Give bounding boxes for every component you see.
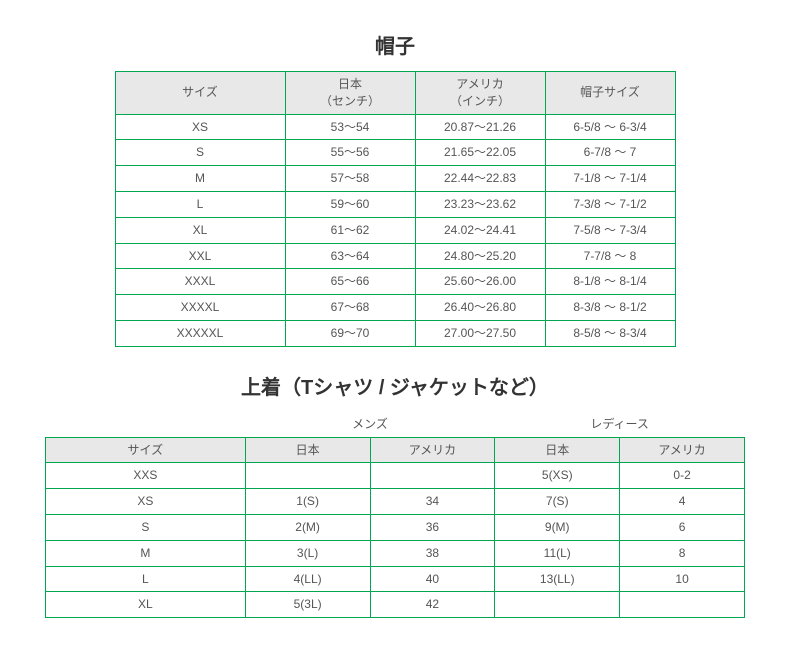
hat-col-size: サイズ bbox=[115, 72, 285, 115]
hat-row: M57～5822.44～22.837-1/8 ～ 7-1/4 bbox=[115, 166, 675, 192]
tops-header-row: サイズ 日本 アメリカ 日本 アメリカ bbox=[46, 437, 745, 463]
hat-col-hatsize: 帽子サイズ bbox=[545, 72, 675, 115]
tops-cell bbox=[245, 463, 370, 489]
hat-row: XL61～6224.02～24.417-5/8 ～ 7-3/4 bbox=[115, 217, 675, 243]
tops-cell bbox=[370, 463, 495, 489]
tops-group-row: メンズ レディース bbox=[46, 412, 745, 437]
hat-cell: L bbox=[115, 191, 285, 217]
hat-cell: 8-1/8 ～ 8-1/4 bbox=[545, 269, 675, 295]
tops-cell: 34 bbox=[370, 489, 495, 515]
tops-size-table: メンズ レディース サイズ 日本 アメリカ 日本 アメリカ XXS 5(XS)0-… bbox=[45, 412, 745, 618]
tops-cell: XL bbox=[46, 592, 246, 618]
hat-cell: XXXXXL bbox=[115, 320, 285, 346]
tops-cell: 7(S) bbox=[495, 489, 620, 515]
hat-cell: 22.44～22.83 bbox=[415, 166, 545, 192]
tops-col-ladies-us: アメリカ bbox=[620, 437, 745, 463]
tops-group-mens: メンズ bbox=[245, 412, 495, 437]
tops-col-size: サイズ bbox=[46, 437, 246, 463]
tops-row: S2(M)369(M)6 bbox=[46, 514, 745, 540]
hat-cell: 7-3/8 ～ 7-1/2 bbox=[545, 191, 675, 217]
hat-cell: 67～68 bbox=[285, 295, 415, 321]
tops-cell: S bbox=[46, 514, 246, 540]
hat-cell: 24.80～25.20 bbox=[415, 243, 545, 269]
tops-cell: XS bbox=[46, 489, 246, 515]
hat-cell: 20.87～21.26 bbox=[415, 114, 545, 140]
hat-cell: XS bbox=[115, 114, 285, 140]
tops-cell: 5(3L) bbox=[245, 592, 370, 618]
tops-cell: 2(M) bbox=[245, 514, 370, 540]
tops-row: XS1(S)347(S)4 bbox=[46, 489, 745, 515]
tops-row: XXS 5(XS)0-2 bbox=[46, 463, 745, 489]
tops-col-mens-us: アメリカ bbox=[370, 437, 495, 463]
hat-cell: 55～56 bbox=[285, 140, 415, 166]
tops-row: M3(L)3811(L)8 bbox=[46, 540, 745, 566]
tops-cell: 1(S) bbox=[245, 489, 370, 515]
hat-cell: 25.60～26.00 bbox=[415, 269, 545, 295]
tops-cell: 42 bbox=[370, 592, 495, 618]
hat-cell: 21.65～22.05 bbox=[415, 140, 545, 166]
hat-cell: XXXL bbox=[115, 269, 285, 295]
hat-cell: 24.02～24.41 bbox=[415, 217, 545, 243]
tops-cell: 6 bbox=[620, 514, 745, 540]
tops-cell: M bbox=[46, 540, 246, 566]
tops-cell: 13(LL) bbox=[495, 566, 620, 592]
hat-row: XS53～5420.87～21.266-5/8 ～ 6-3/4 bbox=[115, 114, 675, 140]
hat-cell: 6-5/8 ～ 6-3/4 bbox=[545, 114, 675, 140]
hat-cell: 6-7/8 ～ 7 bbox=[545, 140, 675, 166]
tops-cell: 11(L) bbox=[495, 540, 620, 566]
hat-section-title: 帽子 bbox=[30, 30, 760, 59]
hat-col-japan: 日本 （センチ） bbox=[285, 72, 415, 115]
hat-row: XXXXXL69～7027.00～27.508-5/8 ～ 8-3/4 bbox=[115, 320, 675, 346]
tops-row: XL5(3L)42 bbox=[46, 592, 745, 618]
hat-cell: 8-3/8 ～ 8-1/2 bbox=[545, 295, 675, 321]
tops-cell: 8 bbox=[620, 540, 745, 566]
hat-cell: XXL bbox=[115, 243, 285, 269]
hat-cell: XL bbox=[115, 217, 285, 243]
hat-cell: XXXXL bbox=[115, 295, 285, 321]
tops-cell: 9(M) bbox=[495, 514, 620, 540]
hat-cell: 65～66 bbox=[285, 269, 415, 295]
tops-cell bbox=[495, 592, 620, 618]
hat-cell: 26.40～26.80 bbox=[415, 295, 545, 321]
tops-cell: 4 bbox=[620, 489, 745, 515]
tops-col-ladies-jp: 日本 bbox=[495, 437, 620, 463]
tops-cell: 10 bbox=[620, 566, 745, 592]
hat-row: XXXL65～6625.60～26.008-1/8 ～ 8-1/4 bbox=[115, 269, 675, 295]
hat-cell: 23.23～23.62 bbox=[415, 191, 545, 217]
tops-cell: 4(LL) bbox=[245, 566, 370, 592]
tops-cell: 3(L) bbox=[245, 540, 370, 566]
tops-cell: 38 bbox=[370, 540, 495, 566]
hat-cell: 61～62 bbox=[285, 217, 415, 243]
tops-cell: 36 bbox=[370, 514, 495, 540]
hat-cell: 59～60 bbox=[285, 191, 415, 217]
tops-col-mens-jp: 日本 bbox=[245, 437, 370, 463]
hat-cell: 63～64 bbox=[285, 243, 415, 269]
hat-cell: S bbox=[115, 140, 285, 166]
hat-cell: 53～54 bbox=[285, 114, 415, 140]
hat-row: XXL63～6424.80～25.207-7/8 ～ 8 bbox=[115, 243, 675, 269]
hat-cell: 69～70 bbox=[285, 320, 415, 346]
hat-cell: 8-5/8 ～ 8-3/4 bbox=[545, 320, 675, 346]
tops-cell: XXS bbox=[46, 463, 246, 489]
hat-cell: 7-7/8 ～ 8 bbox=[545, 243, 675, 269]
tops-cell: 0-2 bbox=[620, 463, 745, 489]
hat-row: L59～6023.23～23.627-3/8 ～ 7-1/2 bbox=[115, 191, 675, 217]
hat-size-table: サイズ 日本 （センチ） アメリカ （インチ） 帽子サイズ XS53～5420.… bbox=[115, 71, 676, 347]
tops-group-ladies: レディース bbox=[495, 412, 745, 437]
tops-cell: L bbox=[46, 566, 246, 592]
hat-row: XXXXL67～6826.40～26.808-3/8 ～ 8-1/2 bbox=[115, 295, 675, 321]
hat-row: S55～5621.65～22.056-7/8 ～ 7 bbox=[115, 140, 675, 166]
tops-cell bbox=[620, 592, 745, 618]
hat-cell: 57～58 bbox=[285, 166, 415, 192]
hat-cell: 7-1/8 ～ 7-1/4 bbox=[545, 166, 675, 192]
hat-header-row: サイズ 日本 （センチ） アメリカ （インチ） 帽子サイズ bbox=[115, 72, 675, 115]
hat-cell: 27.00～27.50 bbox=[415, 320, 545, 346]
hat-cell: M bbox=[115, 166, 285, 192]
tops-cell: 40 bbox=[370, 566, 495, 592]
tops-cell: 5(XS) bbox=[495, 463, 620, 489]
hat-cell: 7-5/8 ～ 7-3/4 bbox=[545, 217, 675, 243]
hat-col-america: アメリカ （インチ） bbox=[415, 72, 545, 115]
tops-row: L4(LL)4013(LL)10 bbox=[46, 566, 745, 592]
tops-section-title: 上着（Tシャツ / ジャケットなど） bbox=[30, 371, 760, 400]
